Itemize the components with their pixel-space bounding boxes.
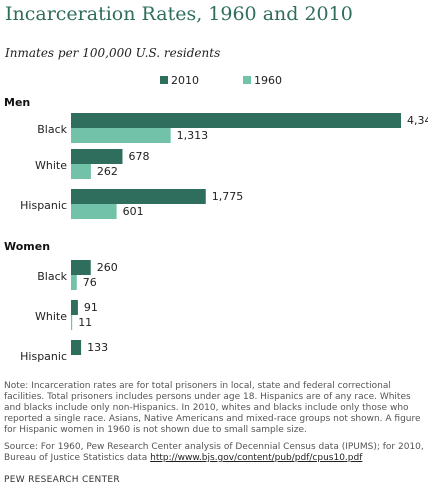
value-label-men-hispanic-2010: 1,775 [212, 190, 244, 203]
value-label-women-black-2010: 260 [97, 261, 118, 274]
chart-title: Incarceration Rates, 1960 and 2010 [5, 3, 353, 25]
bar-men-hispanic-1960 [71, 204, 117, 219]
legend-swatch-2010 [160, 76, 168, 84]
bar-men-black-1960 [71, 128, 171, 143]
bar-women-black-2010 [71, 260, 91, 275]
bar-men-white-2010 [71, 149, 123, 164]
category-label-women-hispanic: Hispanic [20, 350, 67, 363]
group-label-women: Women [4, 240, 50, 253]
group-label-men: Men [4, 96, 30, 109]
chart-source: Source: For 1960, Pew Research Center an… [4, 442, 424, 464]
legend-swatch-1960 [243, 76, 251, 84]
value-label-men-white-1960: 262 [97, 165, 118, 178]
value-label-men-black-2010: 4,347 [407, 114, 428, 127]
category-label-men-white: White [35, 159, 67, 172]
bar-women-black-1960 [71, 275, 77, 290]
bar-men-black-2010 [71, 113, 401, 128]
legend-label-2010: 2010 [171, 74, 199, 87]
category-label-women-white: White [35, 310, 67, 323]
chart-subtitle: Inmates per 100,000 U.S. residents [5, 46, 221, 60]
bar-women-hispanic-2010 [71, 340, 82, 355]
category-label-men-black: Black [37, 123, 67, 136]
value-label-women-hispanic-2010: 133 [87, 341, 108, 354]
source-link[interactable]: http://www.bjs.gov/content/pub/pdf/cpus1… [150, 453, 363, 463]
source-text: Source: For 1960, Pew Research Center an… [4, 442, 424, 463]
category-label-men-hispanic: Hispanic [20, 199, 67, 212]
category-label-women-black: Black [37, 270, 67, 283]
value-label-men-white-2010: 678 [128, 150, 149, 163]
bar-women-white-1960 [71, 315, 73, 330]
legend-label-1960: 1960 [254, 74, 282, 87]
value-label-men-hispanic-1960: 601 [123, 205, 144, 218]
pew-credit: PEW RESEARCH CENTER [4, 475, 120, 485]
bar-men-white-1960 [71, 164, 91, 179]
value-label-men-black-1960: 1,313 [177, 129, 209, 142]
bar-men-hispanic-2010 [71, 189, 206, 204]
value-label-women-white-2010: 91 [84, 301, 98, 314]
value-label-women-white-1960: 11 [78, 316, 92, 329]
value-label-women-black-1960: 76 [83, 276, 97, 289]
chart-note: Note: Incarceration rates are for total … [4, 381, 421, 435]
bar-chart: 2010 1960 Men Black 4,347 1,313 White 678 262 His… [4, 74, 428, 363]
bar-women-white-2010 [71, 300, 78, 315]
